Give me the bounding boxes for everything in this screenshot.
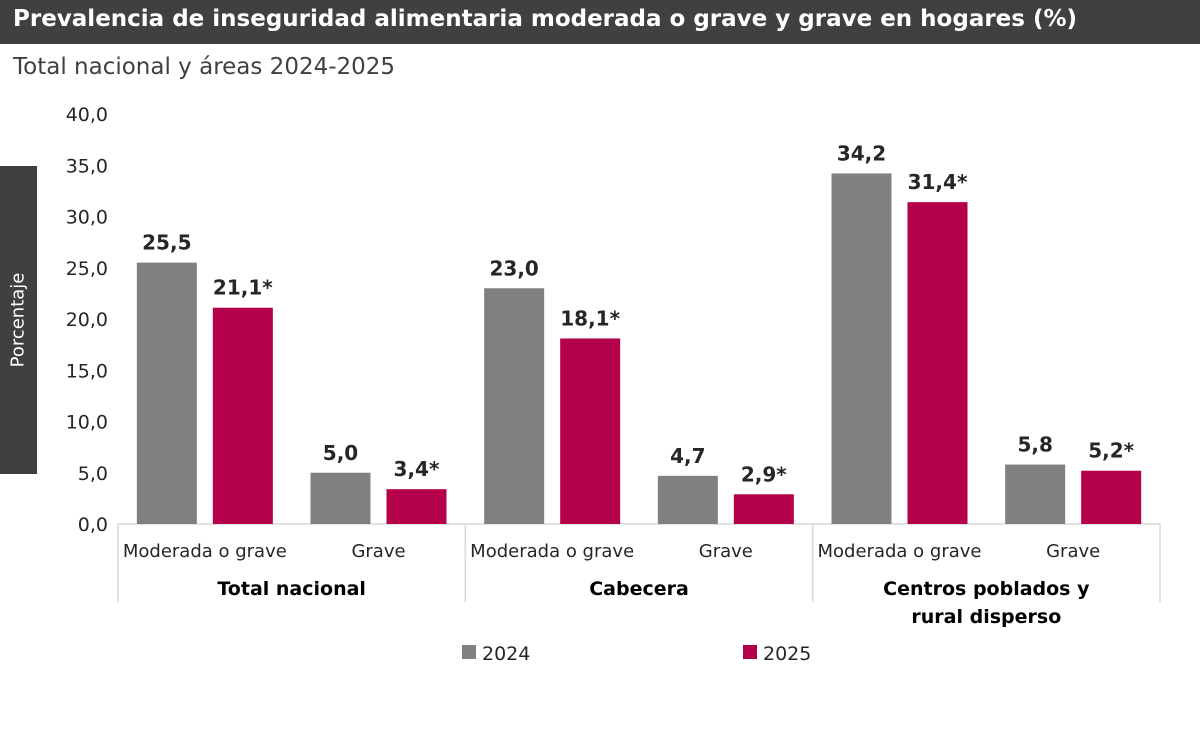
bar-2024: [310, 472, 371, 524]
legend-swatch-2025: [743, 645, 757, 659]
chart-title: Prevalencia de inseguridad alimentaria m…: [0, 0, 1200, 44]
y-tick-label: 30,0: [66, 207, 108, 229]
y-tick-label: 0,0: [78, 514, 108, 536]
data-label: 25,5: [142, 231, 191, 255]
data-label: 5,2*: [1088, 439, 1134, 463]
chart-subtitle: Total nacional y áreas 2024-2025: [13, 54, 396, 80]
bar-2025: [560, 338, 621, 524]
x-category-label: Grave: [351, 541, 405, 562]
data-label: 4,7: [670, 444, 705, 468]
x-category-label: Moderada o grave: [818, 541, 982, 562]
group-label: Total nacional: [217, 578, 366, 600]
bar-2024: [1005, 464, 1066, 524]
x-category-label: Moderada o grave: [123, 541, 287, 562]
data-label: 2,9*: [741, 462, 787, 486]
bar-2024: [831, 173, 892, 524]
bar-2024: [484, 288, 545, 524]
y-tick-label: 15,0: [66, 360, 108, 382]
y-tick-label: 35,0: [66, 155, 108, 177]
data-label: 3,4*: [394, 457, 440, 481]
legend-label: 2025: [763, 643, 811, 665]
bar-2025: [1081, 470, 1142, 524]
legend-label: 2024: [482, 643, 530, 665]
y-tick-label: 40,0: [66, 104, 108, 126]
data-label: 31,4*: [908, 170, 968, 194]
x-category-label: Grave: [1046, 541, 1100, 562]
bar-2025: [386, 489, 447, 524]
group-label: Centros poblados y: [883, 578, 1090, 600]
group-label: Cabecera: [589, 578, 689, 600]
data-label: 23,0: [489, 256, 538, 280]
legend-swatch-2024: [462, 645, 476, 659]
x-category-label: Grave: [699, 541, 753, 562]
group-label: rural disperso: [911, 606, 1061, 628]
x-category-label: Moderada o grave: [470, 541, 634, 562]
data-label: 21,1*: [213, 276, 273, 300]
y-tick-label: 25,0: [66, 258, 108, 280]
y-axis-label-box: [0, 166, 37, 474]
data-label: 5,0: [323, 441, 358, 465]
bar-2025: [212, 307, 273, 524]
data-label: 34,2: [837, 141, 886, 165]
data-label: 5,8: [1017, 433, 1052, 457]
bar-2025: [733, 494, 794, 524]
bar-2025: [907, 202, 968, 524]
bar-2024: [136, 262, 197, 524]
y-tick-label: 5,0: [78, 463, 108, 485]
data-label: 18,1*: [560, 306, 620, 330]
bar-2024: [657, 475, 718, 524]
y-tick-label: 10,0: [66, 412, 108, 434]
y-tick-label: 20,0: [66, 309, 108, 331]
